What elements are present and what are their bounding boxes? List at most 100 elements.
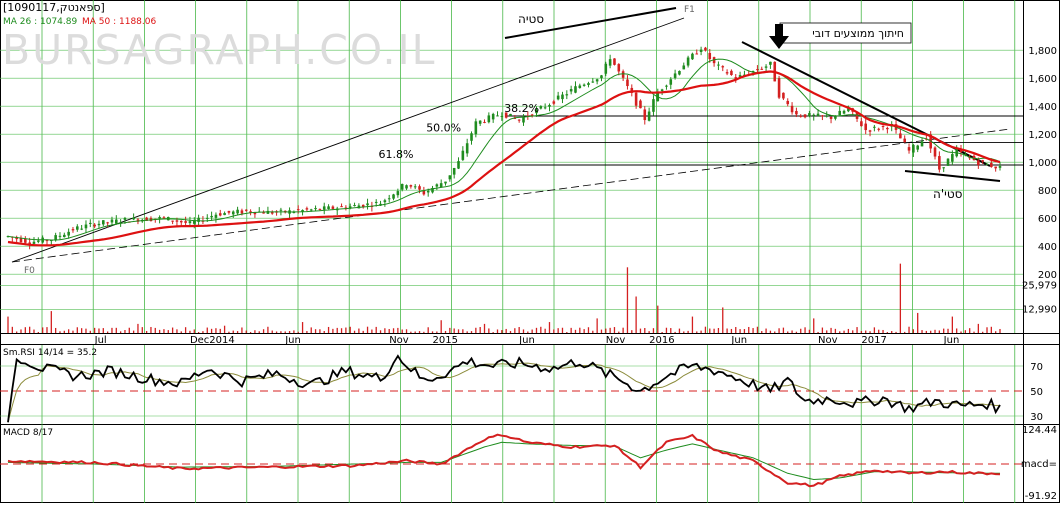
- candle-body: [301, 210, 304, 212]
- horizontal-levels: [505, 115, 1023, 166]
- candle-body: [236, 209, 239, 214]
- f0-label: F0: [24, 266, 35, 276]
- candle-body: [799, 115, 803, 117]
- candle-body: [539, 106, 543, 109]
- candle-body: [717, 64, 720, 66]
- candle-body: [19, 237, 23, 243]
- price-tick-label: 400: [1038, 242, 1057, 253]
- candle-body: [634, 92, 638, 106]
- candle-body: [604, 63, 608, 74]
- ma-short-label: MA 26 : 1074.89: [3, 17, 77, 27]
- candle-body: [561, 94, 564, 100]
- candle-body: [929, 134, 932, 149]
- candle-body: [270, 212, 274, 214]
- rsi-tick-label: 70: [1030, 362, 1043, 373]
- candle-body: [994, 166, 997, 169]
- candle-body: [864, 123, 868, 131]
- bearish-cross-callout: חיתוך ממוצעים דובי: [769, 22, 912, 49]
- candle-body: [292, 212, 296, 214]
- candle-body: [71, 229, 75, 231]
- grid-lines: [0, 0, 1023, 503]
- candle-body: [322, 206, 326, 210]
- candle-body: [725, 72, 729, 74]
- rsi-axis-ticks: 70 50 30: [1030, 362, 1043, 423]
- candle-body: [838, 110, 842, 116]
- candle-body: [834, 116, 837, 119]
- candle-body: [522, 117, 525, 123]
- candle-body: [444, 181, 447, 184]
- candle-body: [829, 116, 833, 119]
- candle-body: [704, 47, 707, 51]
- candle-body: [223, 213, 226, 216]
- candle-body: [808, 113, 811, 117]
- candle-body: [756, 69, 759, 71]
- candle-body: [509, 113, 512, 116]
- macd-axis-ticks: 124.44 macd= -91.92: [1021, 425, 1057, 502]
- macd-lines: [7, 433, 1001, 488]
- candle-body: [920, 141, 924, 147]
- candle-body: [145, 217, 148, 221]
- candle-body: [600, 75, 603, 79]
- candle-body: [660, 89, 664, 92]
- candle-body: [760, 68, 764, 70]
- candle-body: [45, 240, 49, 242]
- candle-body: [855, 112, 859, 119]
- candle-body: [158, 217, 161, 219]
- candle-body: [231, 211, 235, 215]
- candle-body: [721, 66, 725, 68]
- x-tick-label: 2015: [433, 335, 458, 346]
- candle-body: [348, 206, 352, 209]
- candle-body: [32, 241, 36, 244]
- candle-body: [197, 217, 200, 222]
- candle-body: [825, 115, 829, 117]
- price-tick-label: 1,800: [1028, 46, 1057, 57]
- candle-body: [907, 147, 911, 151]
- moving-averages: [7, 58, 1001, 247]
- candle-body: [517, 119, 521, 121]
- candle-body: [461, 150, 465, 160]
- candle-body: [205, 217, 209, 219]
- candle-body: [110, 219, 114, 223]
- fib-500-label: 50.0%: [426, 122, 461, 135]
- candle-body: [418, 186, 421, 190]
- candle-body: [115, 219, 118, 224]
- candle-body: [97, 223, 101, 226]
- x-tick-label: Jun: [284, 335, 301, 346]
- candle-body: [708, 52, 712, 60]
- bearish-cross-label: חיתוך ממוצעים דובי: [812, 27, 904, 40]
- candle-body: [608, 59, 612, 66]
- candle-body: [496, 115, 499, 117]
- candle-body: [569, 89, 573, 92]
- macd-tick-label: -91.92: [1025, 491, 1057, 502]
- trendlines: [11, 7, 1011, 263]
- candle-body: [452, 167, 456, 175]
- price-tick-label: 200: [1038, 270, 1057, 281]
- candle-body: [435, 184, 439, 187]
- candle-body: [132, 217, 135, 220]
- x-tick-label: Nov: [606, 335, 626, 346]
- candle-body: [821, 115, 824, 117]
- candle-body: [751, 70, 755, 72]
- volume-tick-label: 12,990: [1022, 304, 1057, 315]
- candle-body: [439, 183, 443, 188]
- candle-body: [682, 65, 686, 70]
- x-tick-label: Jul: [94, 335, 107, 346]
- candle-body: [886, 127, 889, 130]
- candle-body: [171, 220, 174, 222]
- candle-body: [210, 215, 213, 218]
- candle-body: [361, 204, 365, 208]
- candle-body: [782, 92, 785, 99]
- candle-body: [262, 212, 265, 214]
- candle-body: [478, 120, 482, 124]
- candle-body: [409, 185, 413, 187]
- candle-body: [795, 110, 798, 115]
- candle-body: [790, 105, 794, 113]
- rsi-tick-label: 30: [1030, 412, 1043, 423]
- candle-body: [513, 118, 517, 120]
- x-tick-label: Jun: [943, 335, 960, 346]
- x-tick-label: Jun: [518, 335, 535, 346]
- volume-tick-label: 25,979: [1022, 281, 1057, 292]
